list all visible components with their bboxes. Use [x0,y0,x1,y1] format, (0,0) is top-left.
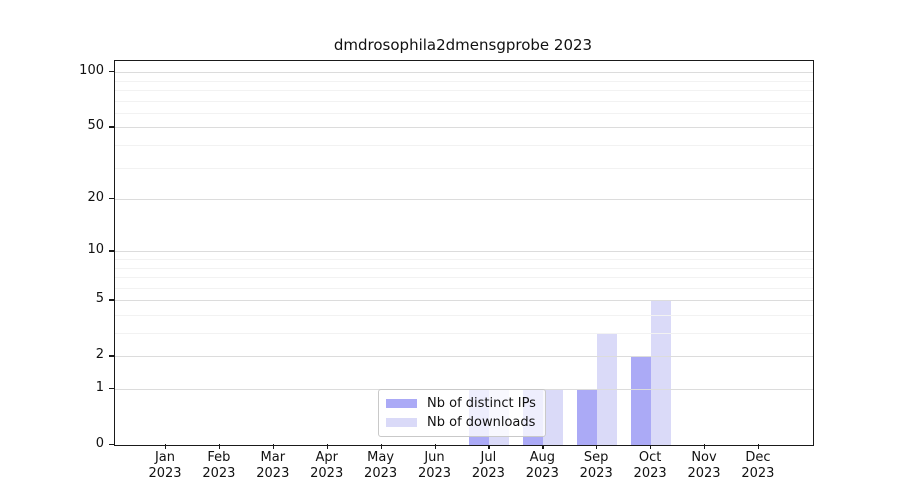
legend: Nb of distinct IPs Nb of downloads [378,389,546,437]
gridline-major [115,127,813,129]
gridline-major [115,300,813,302]
gridline-minor [115,314,813,316]
y-tick-mark [109,388,114,390]
gridline-major [115,72,813,74]
x-tick-label: Jun 2023 [417,450,452,481]
bar-downloads-oct [651,300,672,445]
gridline-minor [115,287,813,289]
x-tick-mark [326,444,328,449]
x-tick-mark [380,444,382,449]
y-tick-label: 0 [95,436,104,451]
x-tick-label: Oct 2023 [633,450,667,481]
x-tick-mark [757,444,760,449]
y-tick-mark [109,126,114,128]
y-tick-mark [109,444,114,446]
y-tick-label: 5 [95,291,104,307]
y-tick-label: 50 [87,118,104,134]
gridline-minor [115,112,813,114]
x-tick-mark [650,444,652,449]
gridline-minor [115,333,813,335]
y-tick-mark [109,250,114,252]
gridline-minor [115,100,813,102]
y-tick-label: 1 [95,380,104,395]
gridline-minor [115,267,813,269]
x-tick-mark [165,444,167,449]
x-tick-label: Apr 2023 [310,450,344,481]
gridline-minor [115,90,813,92]
gridline-minor [115,259,813,260]
x-tick-label: Sep 2023 [579,450,613,481]
y-tick-label: 100 [79,63,104,79]
x-tick-label: Mar 2023 [256,450,290,481]
y-tick-mark [109,198,114,200]
x-tick-mark [218,444,221,449]
x-tick-mark [596,444,598,449]
gridline-minor [115,277,813,279]
x-tick-mark [434,444,436,449]
x-tick-mark [542,444,544,449]
y-tick-mark [109,299,114,301]
x-tick-mark [272,444,275,449]
x-tick-mark [704,444,706,449]
legend-entry-distinct-ips: Nb of distinct IPs [386,396,536,411]
x-tick-label: May 2023 [364,450,398,481]
y-tick-mark [109,71,114,73]
x-tick-label: Jan 2023 [148,450,182,481]
gridline-minor [115,80,813,82]
x-tick-label: Dec 2023 [741,450,775,481]
chart-title: dmdrosophila2dmensgprobe 2023 [333,36,593,54]
x-tick-label: Jul 2023 [471,450,505,481]
bar-distinct-ips-oct [631,356,652,445]
bar-distinct-ips-sep [577,389,598,445]
gridline-major [115,356,813,358]
y-tick-mark [109,355,114,357]
x-tick-mark [488,444,490,449]
legend-label-downloads: Nb of downloads [427,415,536,430]
gridline-minor [115,167,813,169]
bar-downloads-aug [543,389,564,445]
y-tick-label: 20 [87,190,104,206]
y-tick-label: 10 [87,242,104,258]
x-tick-label: Aug 2023 [525,450,559,481]
y-tick-label: 2 [95,347,104,363]
x-tick-label: Nov 2023 [687,450,721,481]
legend-entry-downloads: Nb of downloads [386,415,536,430]
gridline-minor [115,145,813,147]
legend-swatch-downloads-icon [386,418,417,427]
x-tick-label: Feb 2023 [202,450,236,481]
legend-swatch-distinct-ips-icon [386,399,417,408]
gridline-major [115,251,813,253]
legend-label-distinct-ips: Nb of distinct IPs [427,396,536,411]
gridline-major [115,199,813,201]
